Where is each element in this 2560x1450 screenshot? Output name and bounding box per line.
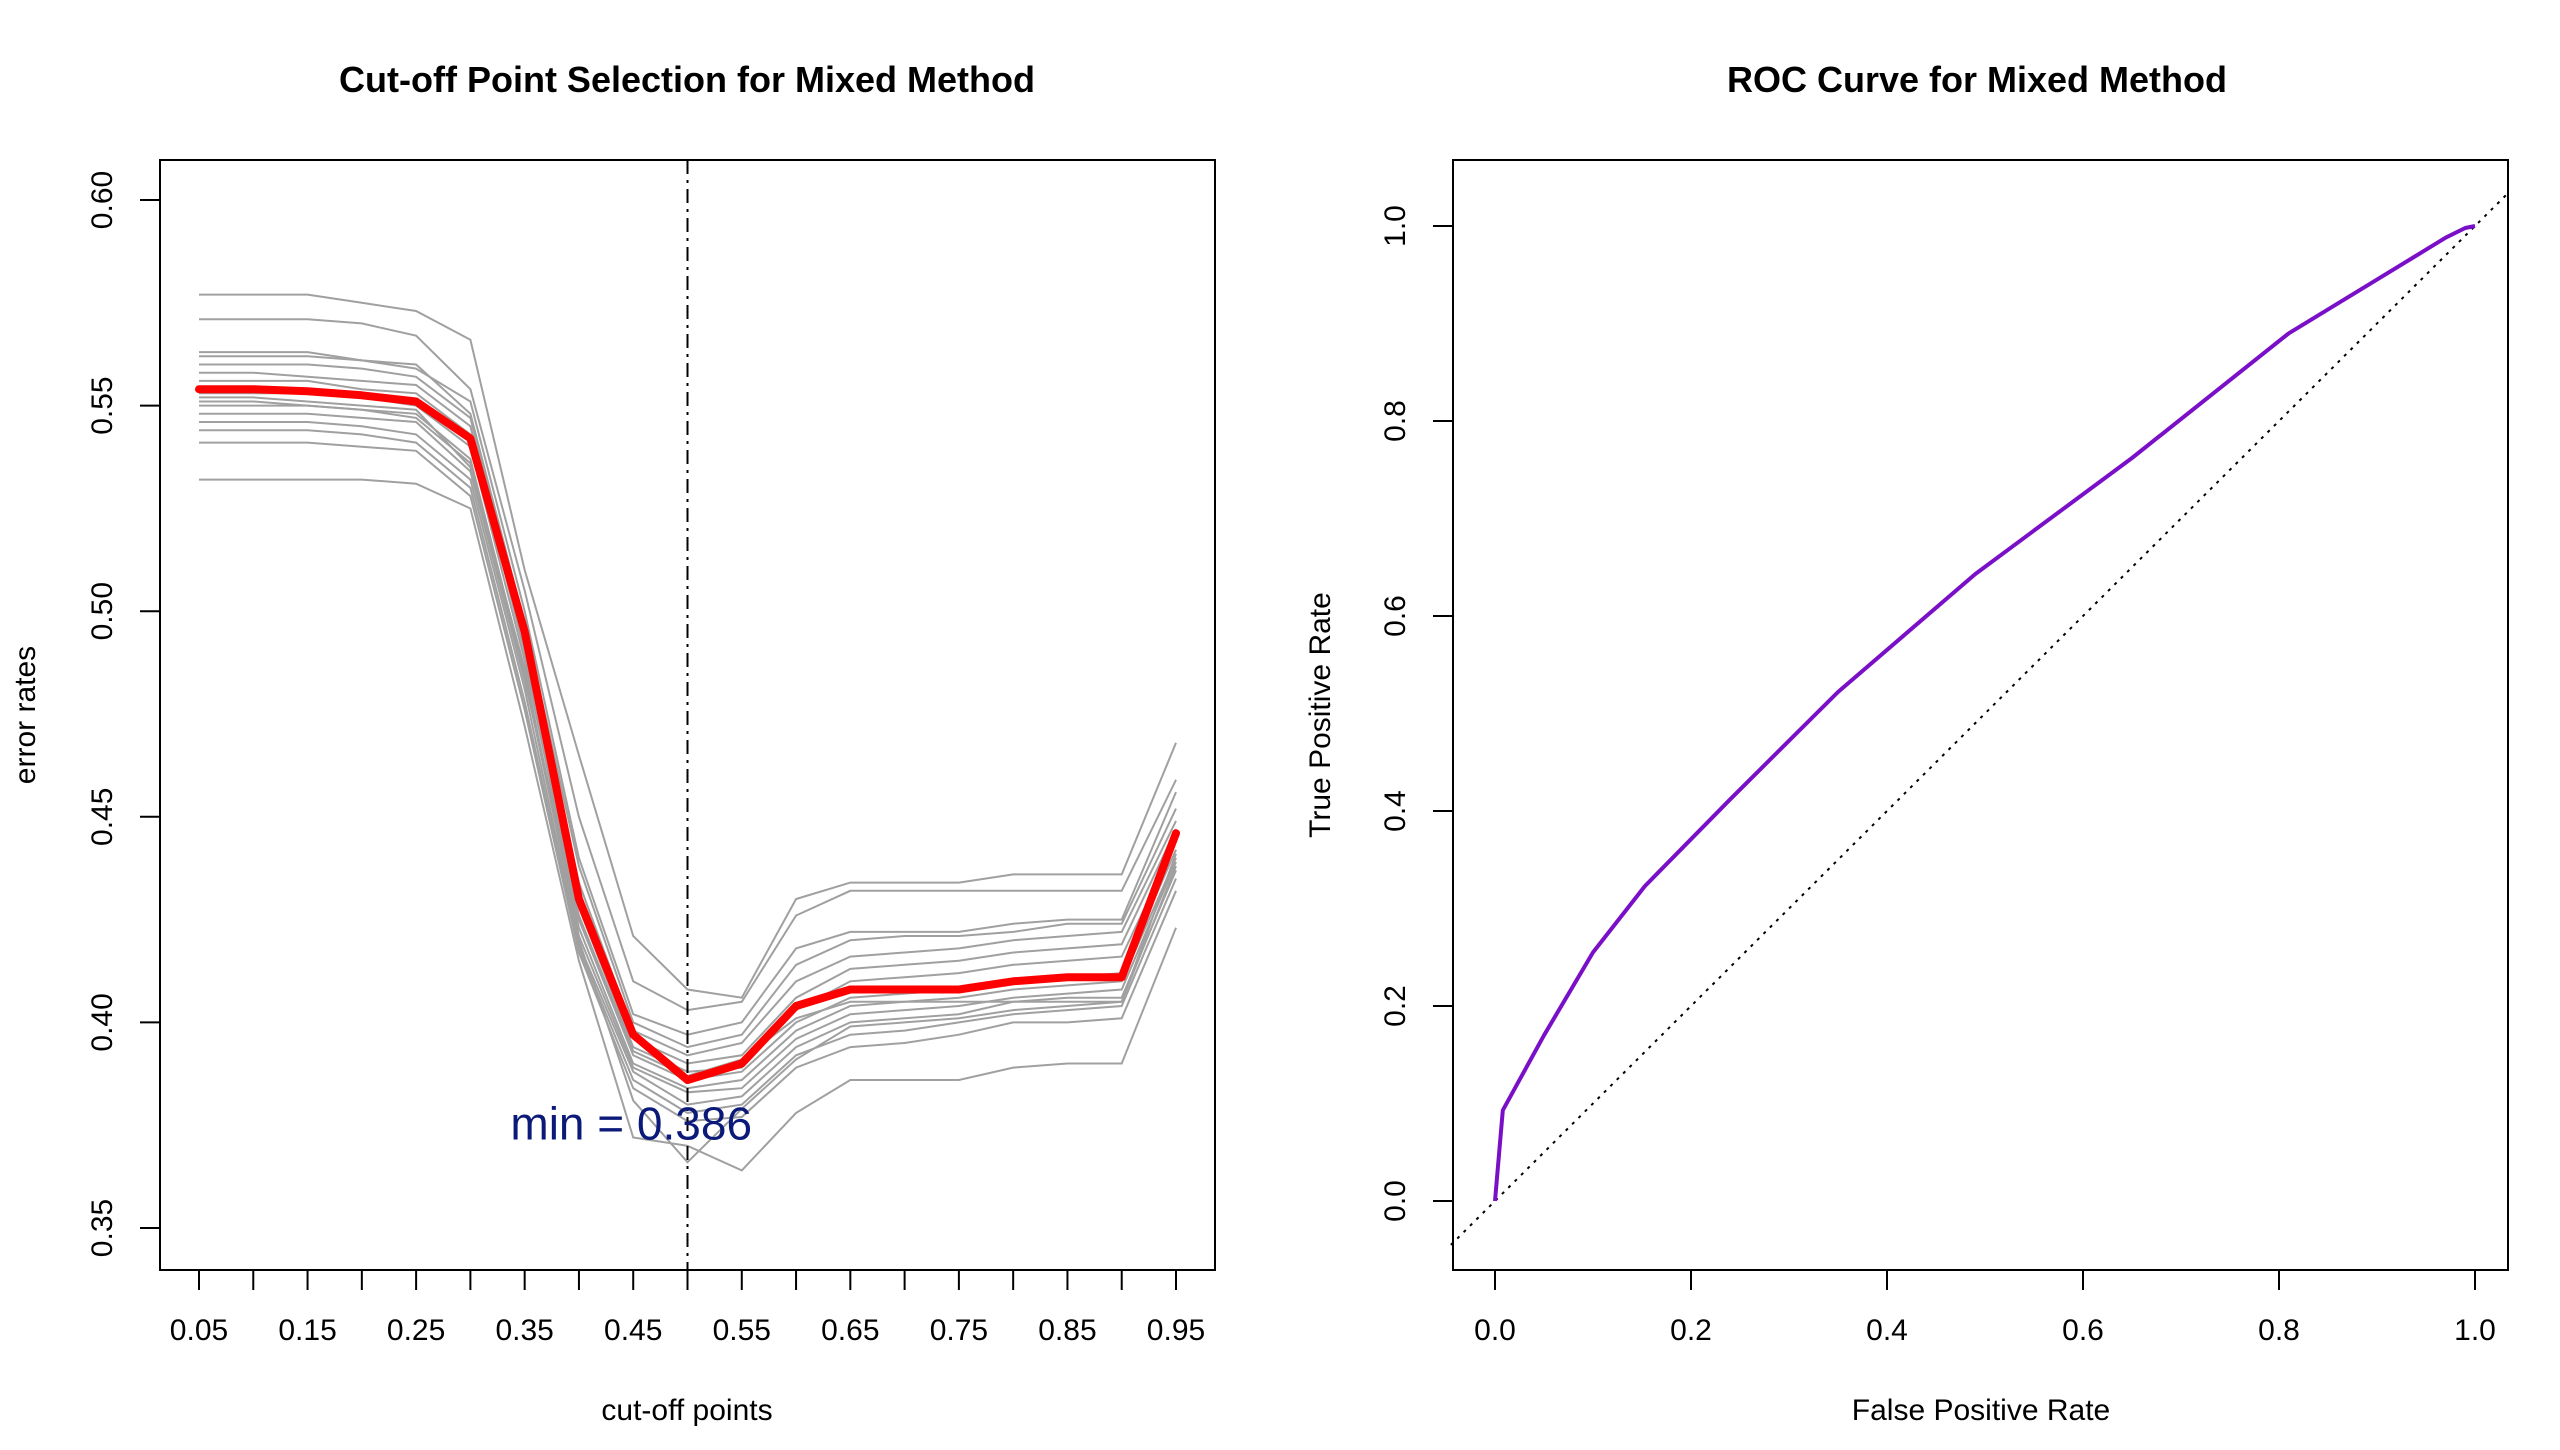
roc-chart: ROC Curve for Mixed Method 0.0 0.2 0.4 0.6 0… [1304,59,2511,1427]
x-tick-label: 0.8 [2258,1314,2300,1347]
cutoff-y-axis-label: error rates [9,646,42,784]
y-tick-label: 0.50 [86,582,119,640]
x-tick-label: 1.0 [2454,1314,2496,1347]
background-series-line [199,293,1177,999]
roc-reference-diagonal [1450,191,2511,1246]
roc-chart-title: ROC Curve for Mixed Method [1727,59,2227,100]
x-tick-label: 0.25 [387,1314,445,1347]
y-tick-label: 0.6 [1379,595,1412,637]
background-series-line [199,363,1177,1057]
roc-plot-frame [1452,159,2509,1271]
x-tick-label: 0.55 [713,1314,771,1347]
min-annotation: min = 0.386 [510,1098,752,1150]
x-tick-label: 0.6 [2062,1314,2104,1347]
x-tick-label: 0.95 [1147,1314,1205,1347]
cutoff-mean-series [195,385,1180,1084]
roc-y-axis-label: True Positive Rate [1304,592,1337,838]
y-tick-label: 0.35 [86,1199,119,1257]
cutoff-chart-title: Cut-off Point Selection for Mixed Method [339,59,1035,100]
x-tick-label: 0.75 [930,1314,988,1347]
cutoff-x-axis: 0.05 0.15 0.25 0.35 0.45 0.55 0.65 0.75 0.85 0.95 [170,1269,1205,1347]
y-tick-label: 0.4 [1379,790,1412,832]
x-tick-label: 0.4 [1866,1314,1908,1347]
x-tick-label: 0.85 [1038,1314,1096,1347]
background-series-line [199,396,1177,1164]
y-tick-label: 0.8 [1379,400,1412,442]
background-series-line [199,355,1177,1049]
x-tick-label: 0.2 [1670,1314,1712,1347]
x-tick-label: 0.05 [170,1314,228,1347]
background-series-line [199,478,1177,1172]
roc-curve [1493,224,2476,1202]
y-tick-label: 1.0 [1379,205,1412,247]
roc-y-axis: 0.0 0.2 0.4 0.6 0.8 1.0 [1379,205,1454,1222]
cutoff-y-axis: 0.35 0.40 0.45 0.50 0.55 0.60 [86,171,161,1257]
y-tick-label: 0.60 [86,171,119,229]
y-tick-label: 0.0 [1379,1180,1412,1222]
y-tick-label: 0.45 [86,788,119,846]
y-tick-label: 0.40 [86,993,119,1051]
roc-x-axis-label: False Positive Rate [1852,1394,2110,1427]
x-tick-label: 0.45 [604,1314,662,1347]
x-tick-label: 0.35 [495,1314,553,1347]
cutoff-x-axis-label: cut-off points [601,1394,772,1427]
x-tick-label: 0.0 [1474,1314,1516,1347]
y-tick-label: 0.2 [1379,985,1412,1027]
y-tick-label: 0.55 [86,376,119,434]
x-tick-label: 0.15 [278,1314,336,1347]
cutoff-chart: Cut-off Point Selection for Mixed Method… [9,59,1216,1427]
roc-x-axis: 0.0 0.2 0.4 0.6 0.8 1.0 [1474,1269,2496,1347]
background-series-line [199,429,1177,1114]
x-tick-label: 0.65 [821,1314,879,1347]
